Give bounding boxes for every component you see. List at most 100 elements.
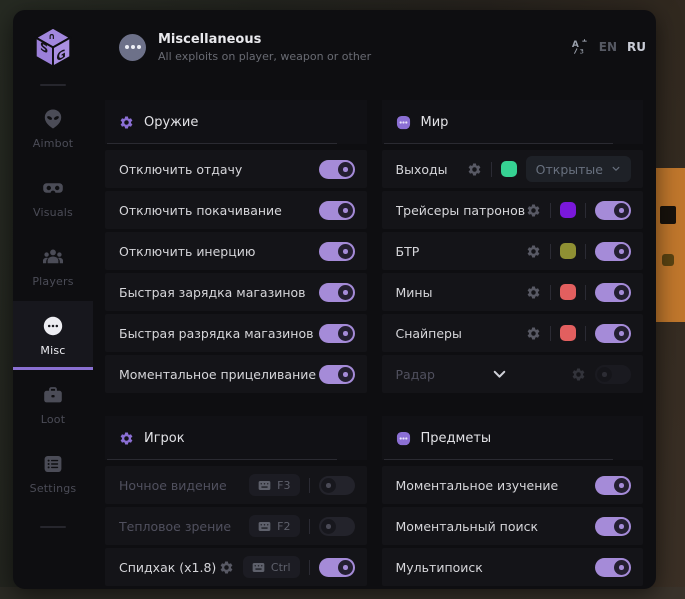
toggle-switch[interactable] bbox=[595, 364, 631, 384]
feature-row[interactable]: Отключить отдачу bbox=[105, 150, 367, 188]
feature-row[interactable]: Мультипоиск bbox=[381, 548, 643, 586]
dots-bubble-icon bbox=[396, 431, 411, 446]
ellipsis-circle-icon bbox=[42, 315, 64, 337]
main-panel: Miscellaneous All exploits on player, we… bbox=[93, 10, 656, 589]
sidebar-item-players[interactable]: Players bbox=[13, 232, 93, 301]
gear-icon[interactable] bbox=[526, 244, 541, 259]
vr-goggles-icon bbox=[42, 177, 64, 199]
keybind-label: Ctrl bbox=[270, 560, 291, 574]
separator bbox=[550, 202, 551, 218]
list-icon bbox=[42, 453, 64, 475]
feature-row[interactable]: Трейсеры патронов bbox=[381, 191, 643, 229]
toggle-switch[interactable] bbox=[595, 200, 631, 220]
feature-row[interactable]: Тепловое зрение F2 bbox=[105, 507, 367, 545]
separator bbox=[308, 559, 310, 575]
sidebar-item-aimbot[interactable]: Aimbot bbox=[13, 94, 93, 163]
toggle-switch[interactable] bbox=[318, 282, 355, 302]
sidebar-divider bbox=[40, 84, 66, 86]
feature-row[interactable]: Отключить покачивание bbox=[105, 191, 367, 229]
keybind-chip[interactable]: Ctrl bbox=[242, 556, 300, 578]
feature-label: Отключить отдачу bbox=[119, 161, 243, 177]
page-title: Miscellaneous bbox=[158, 31, 262, 47]
sidebar-divider-bottom bbox=[40, 526, 66, 528]
toggle-switch[interactable] bbox=[595, 475, 631, 495]
svg-text:∩: ∩ bbox=[48, 32, 55, 42]
feature-row[interactable]: Отключить инерцию bbox=[105, 232, 367, 270]
gear-icon[interactable] bbox=[526, 285, 541, 300]
toggle-switch[interactable] bbox=[595, 557, 631, 577]
gear-icon bbox=[119, 115, 134, 130]
right-column: Мир Выходы Открытые bbox=[381, 78, 643, 589]
toggle-switch[interactable] bbox=[595, 282, 631, 302]
gear-icon[interactable] bbox=[526, 203, 541, 218]
feature-row[interactable]: Быстрая зарядка магазинов bbox=[105, 273, 367, 311]
dropdown-value: Открытые bbox=[535, 161, 603, 177]
feature-row[interactable]: Моментальный поиск bbox=[381, 507, 643, 545]
toggle-switch[interactable] bbox=[318, 241, 355, 261]
language-switcher: EN RU bbox=[571, 38, 646, 56]
toggle-switch[interactable] bbox=[595, 323, 631, 343]
toggle-switch[interactable] bbox=[318, 323, 355, 343]
sidebar-item-label: Settings bbox=[29, 481, 77, 495]
sidebar-item-visuals[interactable]: Visuals bbox=[13, 163, 93, 232]
toggle-switch[interactable] bbox=[318, 516, 355, 536]
feature-row[interactable]: Моментальное прицеливание bbox=[105, 355, 367, 393]
lang-option-en[interactable]: EN bbox=[598, 40, 618, 54]
feature-row[interactable]: Ночное видение F3 bbox=[105, 466, 367, 504]
color-swatch[interactable] bbox=[560, 243, 576, 259]
ellipsis-avatar-icon bbox=[119, 33, 146, 61]
color-swatch[interactable] bbox=[560, 325, 576, 341]
feature-label: БТР bbox=[395, 243, 420, 259]
section-player: Игрок Ночное видение F3 bbox=[105, 416, 367, 589]
svg-text:G: G bbox=[56, 46, 65, 64]
feature-row[interactable]: Спидхак (x1.8) Ctrl bbox=[105, 548, 367, 586]
toggle-switch[interactable] bbox=[595, 516, 631, 536]
section-title: Игрок bbox=[144, 430, 185, 446]
keybind-chip[interactable]: F3 bbox=[249, 474, 300, 496]
toggle-switch[interactable] bbox=[318, 557, 355, 577]
separator bbox=[490, 161, 492, 177]
sidebar-item-label: Visuals bbox=[33, 205, 73, 219]
sidebar-item-label: Aimbot bbox=[32, 136, 74, 150]
color-swatch[interactable] bbox=[500, 161, 517, 177]
toggle-switch[interactable] bbox=[318, 475, 355, 495]
toggle-switch[interactable] bbox=[318, 364, 355, 384]
feature-row[interactable]: Снайперы bbox=[381, 314, 643, 352]
dots-bubble-icon bbox=[396, 115, 411, 130]
feature-row[interactable]: БТР bbox=[381, 232, 643, 270]
keybind-label: F3 bbox=[277, 478, 291, 492]
color-swatch[interactable] bbox=[560, 284, 576, 300]
toggle-switch[interactable] bbox=[595, 241, 631, 261]
keyboard-icon bbox=[258, 480, 271, 491]
feature-label: Ночное видение bbox=[119, 477, 227, 493]
exits-dropdown[interactable]: Открытые bbox=[525, 156, 631, 182]
toggle-switch[interactable] bbox=[318, 159, 355, 179]
section-header: Мир bbox=[381, 100, 643, 144]
game-sign-background bbox=[656, 168, 685, 322]
separator bbox=[585, 243, 586, 259]
toggle-switch[interactable] bbox=[318, 200, 355, 220]
gear-icon[interactable] bbox=[526, 326, 541, 341]
section-title: Мир bbox=[420, 114, 449, 130]
chevron-down-icon[interactable] bbox=[491, 366, 508, 383]
gear-icon[interactable] bbox=[219, 560, 234, 575]
feature-row-radar[interactable]: Радар bbox=[381, 355, 643, 393]
gear-icon[interactable] bbox=[571, 367, 586, 382]
feature-label: Отключить покачивание bbox=[119, 202, 282, 218]
section-title: Предметы bbox=[420, 430, 492, 446]
feature-label: Моментальный поиск bbox=[395, 518, 539, 534]
color-swatch[interactable] bbox=[560, 202, 576, 218]
feature-row[interactable]: Быстрая разрядка магазинов bbox=[105, 314, 367, 352]
sidebar-nav: Aimbot Visuals Players Misc Loot Setting… bbox=[13, 94, 93, 508]
feature-row[interactable]: Выходы Открытые bbox=[381, 150, 643, 188]
keybind-chip[interactable]: F2 bbox=[249, 515, 300, 537]
gear-icon[interactable] bbox=[467, 162, 482, 177]
sidebar-item-misc[interactable]: Misc bbox=[13, 301, 93, 370]
keybind-label: F2 bbox=[277, 519, 291, 533]
feature-row[interactable]: Мины bbox=[381, 273, 643, 311]
sidebar-item-settings[interactable]: Settings bbox=[13, 439, 93, 508]
players-icon bbox=[42, 246, 64, 268]
sidebar-item-loot[interactable]: Loot bbox=[13, 370, 93, 439]
lang-option-ru[interactable]: RU bbox=[627, 40, 646, 54]
feature-row[interactable]: Моментальное изучение bbox=[381, 466, 643, 504]
